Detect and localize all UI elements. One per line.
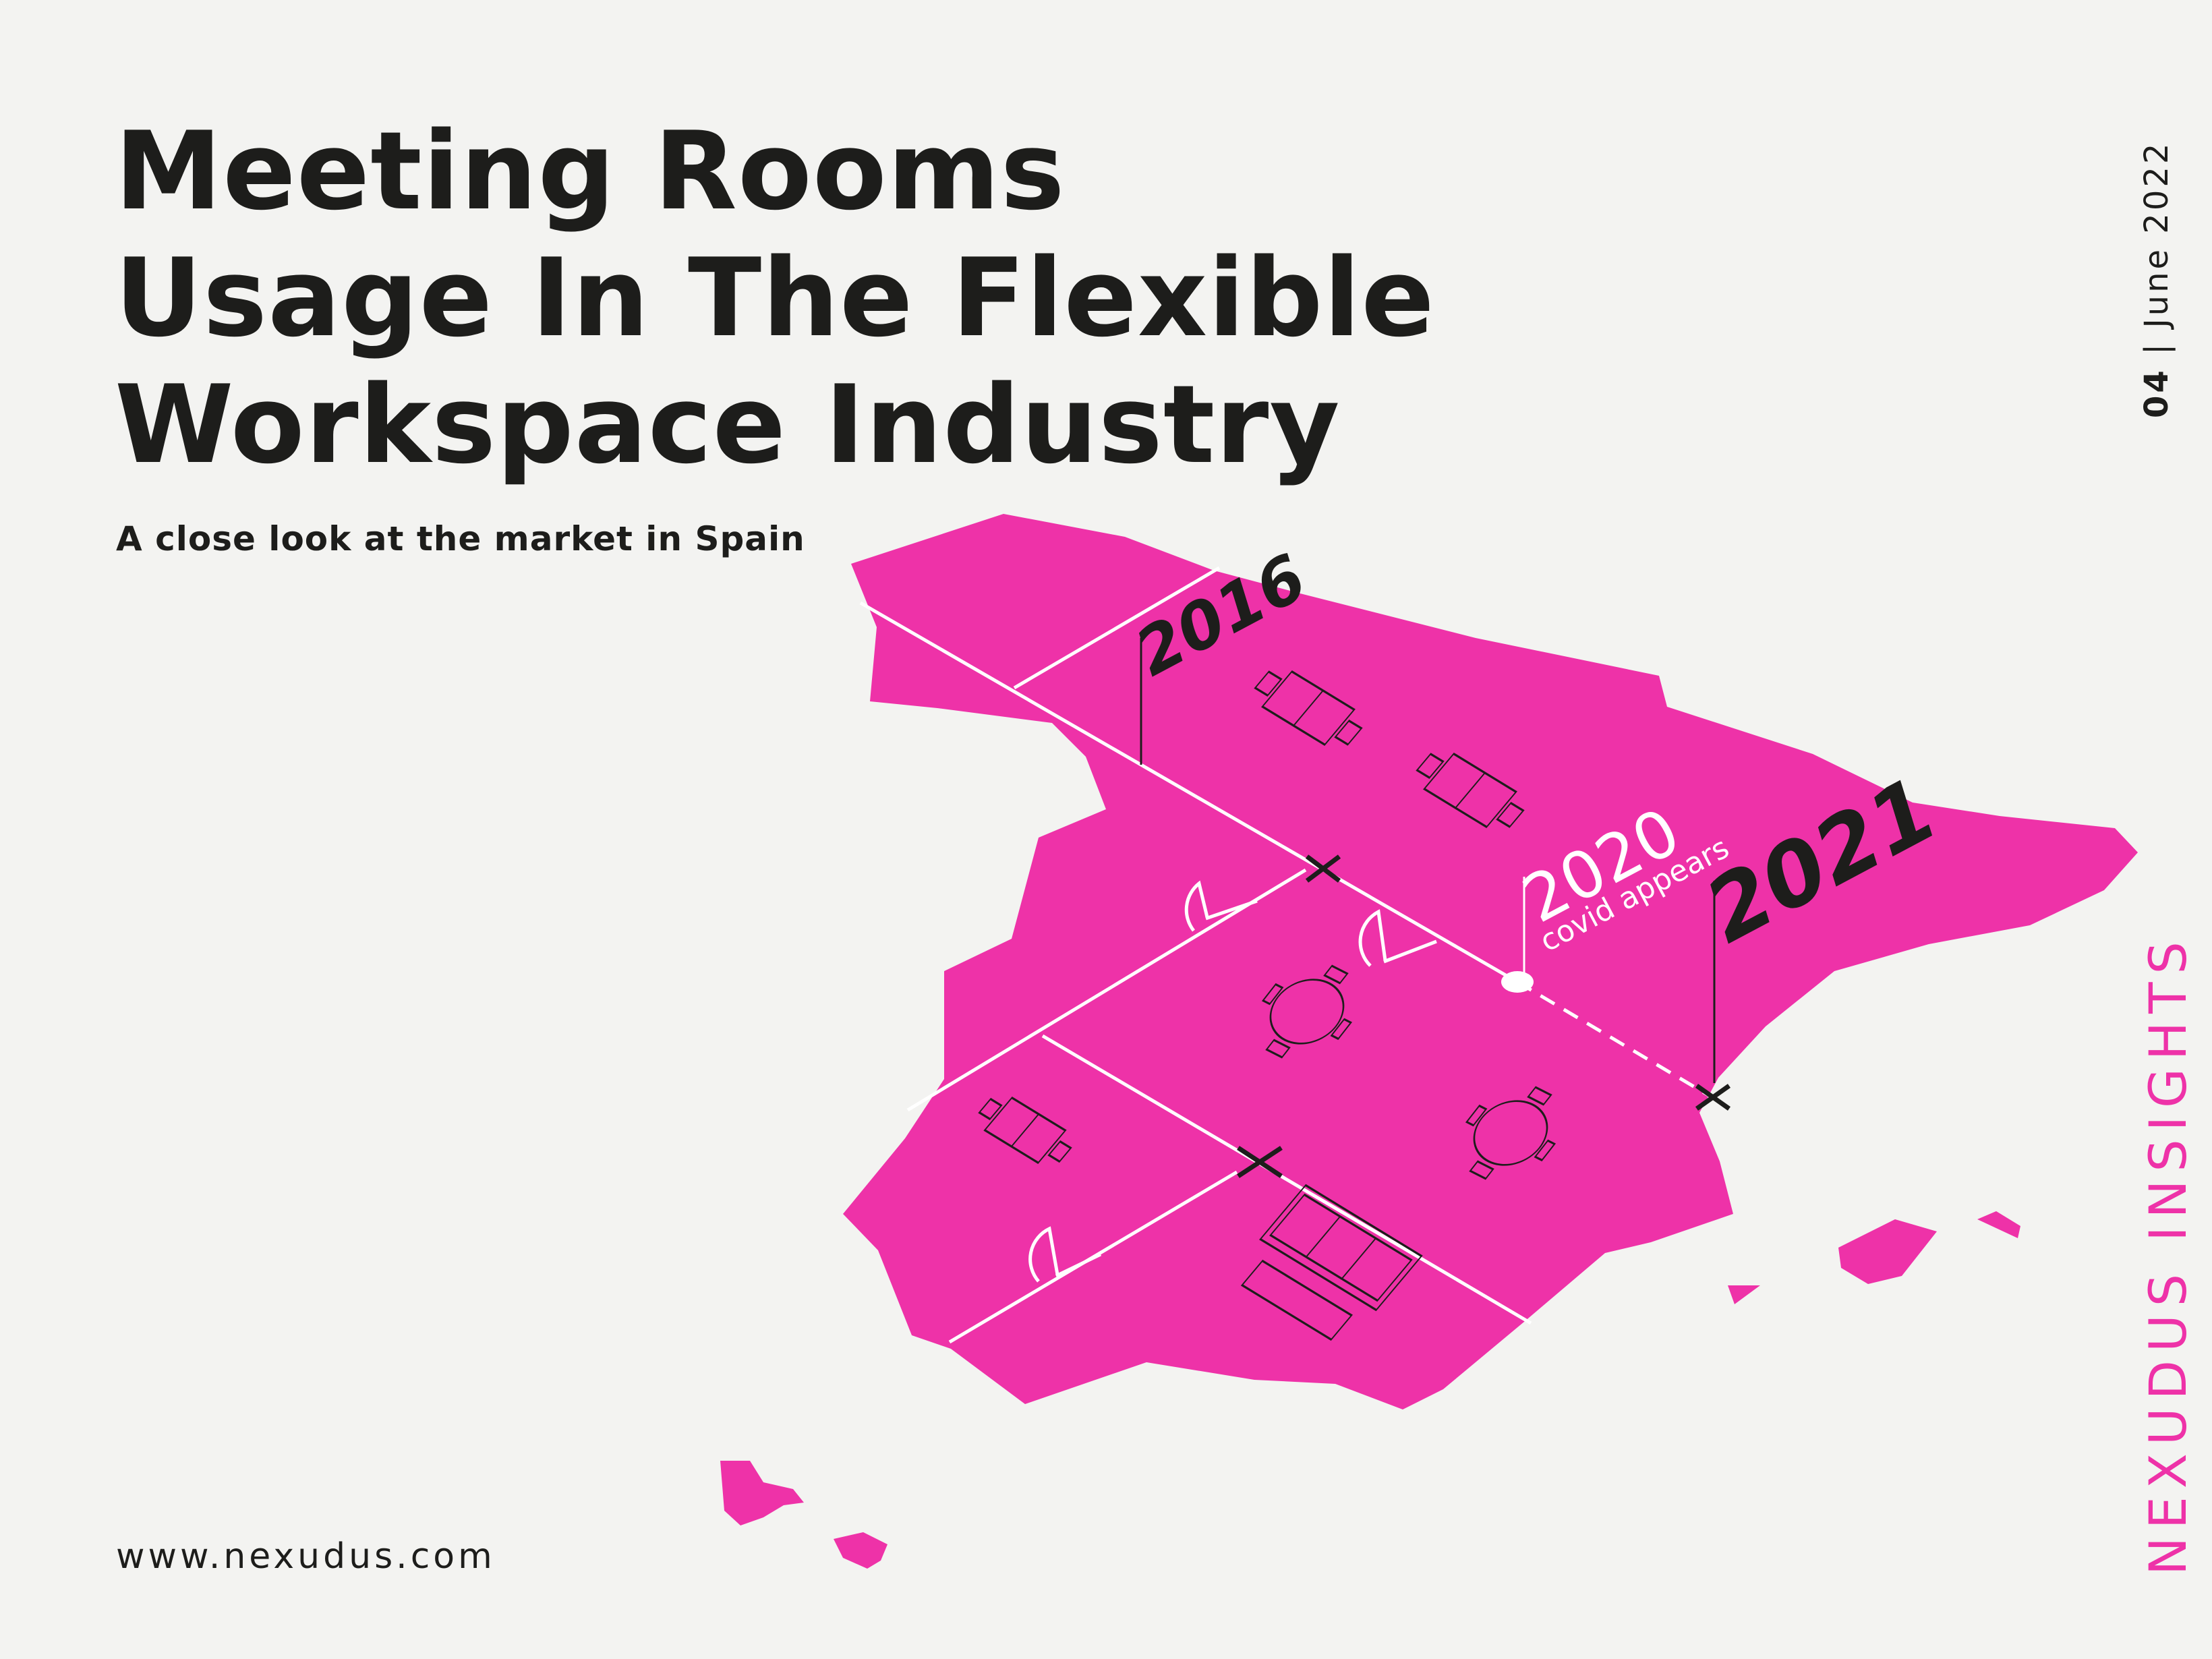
- room-divider-lines: [859, 566, 1714, 1344]
- sofa-icon: [1240, 1184, 1423, 1341]
- balearic-island-3: [1977, 1211, 2020, 1238]
- x-marker-icon: [1695, 1084, 1731, 1111]
- website-link[interactable]: www.nexudus.com: [116, 1536, 496, 1577]
- canary-island-1: [720, 1461, 804, 1525]
- canary-island-2: [834, 1532, 887, 1569]
- x-marker-icon: [1305, 854, 1341, 883]
- meeting-table-icon: [978, 1097, 1072, 1164]
- meeting-table-icon: [1254, 670, 1363, 747]
- title-line-2: Usage In The Flexible: [115, 235, 1435, 361]
- round-table-icon: [1465, 1086, 1556, 1180]
- spain-mainland-shape: [843, 514, 2138, 1409]
- x-marker-icon: [1237, 1146, 1283, 1178]
- timeline-markers: [1237, 854, 1731, 1178]
- title-line-1: Meeting Rooms: [115, 108, 1066, 234]
- round-table-icon: [1261, 964, 1353, 1059]
- timeline-dot-2020: [1501, 971, 1534, 993]
- balearic-island-2: [1838, 1219, 1937, 1284]
- meeting-table-icon: [1416, 752, 1525, 829]
- balearic-island-1: [1728, 1285, 1760, 1304]
- title-line-3: Workspace Industry: [115, 361, 1341, 488]
- page-subtitle: A close look at the market in Spain: [116, 519, 805, 558]
- page-title: Meeting Rooms Usage In The Flexible Work…: [115, 108, 1435, 488]
